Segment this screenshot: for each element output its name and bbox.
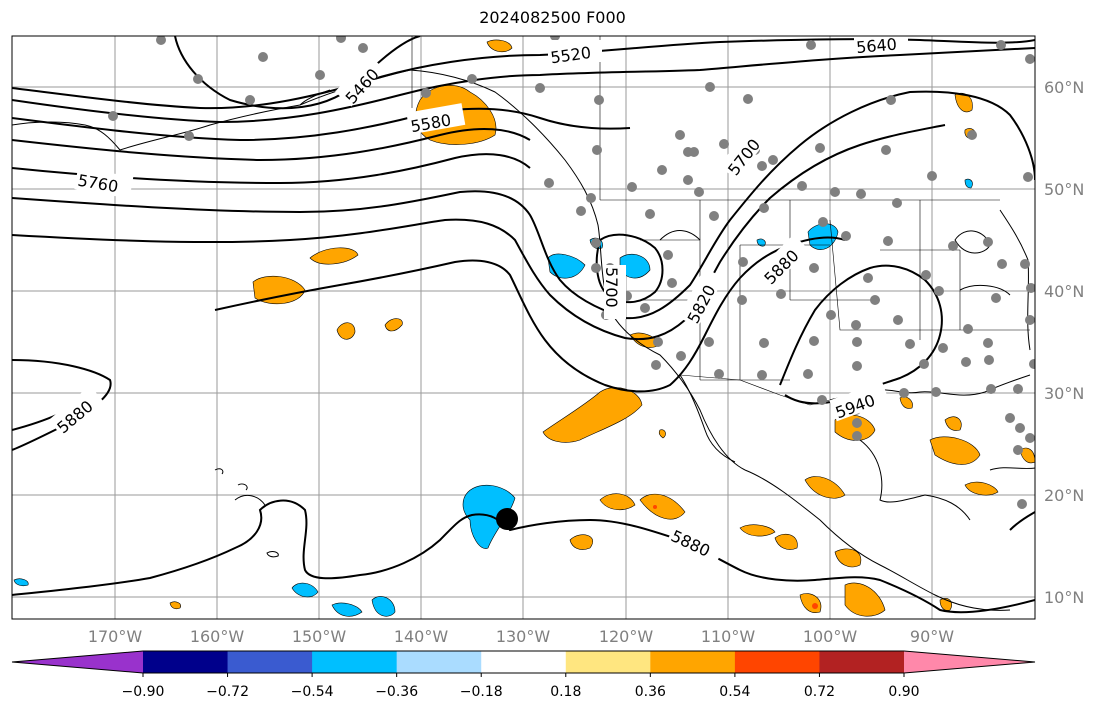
lon-label: 170°W (88, 627, 143, 646)
colorbar-tick-label: 0.72 (804, 684, 835, 700)
latitude-labels: 60°N 50°N 40°N 30°N 20°N 10°N (1044, 78, 1084, 607)
longitude-labels: 170°W 160°W 150°W 140°W 130°W 120°W 110°… (88, 627, 954, 646)
lon-label: 110°W (701, 627, 756, 646)
colorbar: −0.90 −0.72 −0.54 −0.36 −0.18 0.18 0.36 0.54 0.7… (11, 650, 1036, 700)
strong-positive-dots (653, 505, 818, 609)
colorbar-tick-label: −0.54 (291, 684, 334, 700)
lon-label: 160°W (190, 627, 245, 646)
colorbar-segment (143, 651, 229, 673)
colorbar-tick-label: −0.90 (122, 684, 165, 700)
lat-label: 40°N (1044, 282, 1084, 301)
map-frame (11, 35, 1036, 620)
colorbar-tick-label: −0.72 (206, 684, 249, 700)
colorbar-tick-label: 0.90 (888, 684, 919, 700)
lat-label: 30°N (1044, 384, 1084, 403)
contour-label: 5700 (602, 267, 621, 308)
lon-label: 140°W (394, 627, 449, 646)
colorbar-tick-label: 0.54 (719, 684, 750, 700)
colorbar-tick-label: 0.36 (635, 684, 666, 700)
colorbar-tick-label: −0.36 (375, 684, 418, 700)
contour-labels: 5520 5640 5460 5580 5760 5700 5880 5820 … (48, 35, 908, 566)
coastlines (12, 69, 1035, 611)
colorbar-segment (734, 651, 820, 673)
lat-label: 20°N (1044, 486, 1084, 505)
contour-label: 5640 (855, 35, 897, 57)
lon-label: 100°W (803, 627, 858, 646)
negative-anomaly-shading (13, 178, 973, 617)
lat-label: 50°N (1044, 180, 1084, 199)
lat-label: 60°N (1044, 78, 1084, 97)
colorbar-segment (650, 651, 736, 673)
chart-title: 2024082500 F000 (479, 8, 626, 27)
cyclone-marker (496, 508, 518, 530)
lon-label: 90°W (910, 627, 954, 646)
colorbar-segment (227, 651, 313, 673)
colorbar-extend-high (904, 651, 1035, 673)
lon-label: 150°W (292, 627, 347, 646)
lon-label: 120°W (599, 627, 654, 646)
colorbar-extend-low (12, 651, 143, 673)
lon-label: 130°W (496, 627, 551, 646)
colorbar-tick-label: 0.18 (550, 684, 581, 700)
colorbar-segment (819, 651, 905, 673)
colorbar-tick-label: −0.18 (460, 684, 503, 700)
observation-stations (108, 36, 1035, 509)
graticule (12, 36, 1035, 619)
colorbar-segment (565, 651, 651, 673)
positive-anomaly-shading (169, 39, 1035, 617)
lat-label: 10°N (1044, 588, 1084, 607)
colorbar-segment (312, 651, 398, 673)
colorbar-segment (481, 651, 567, 673)
colorbar-segment (396, 651, 482, 673)
